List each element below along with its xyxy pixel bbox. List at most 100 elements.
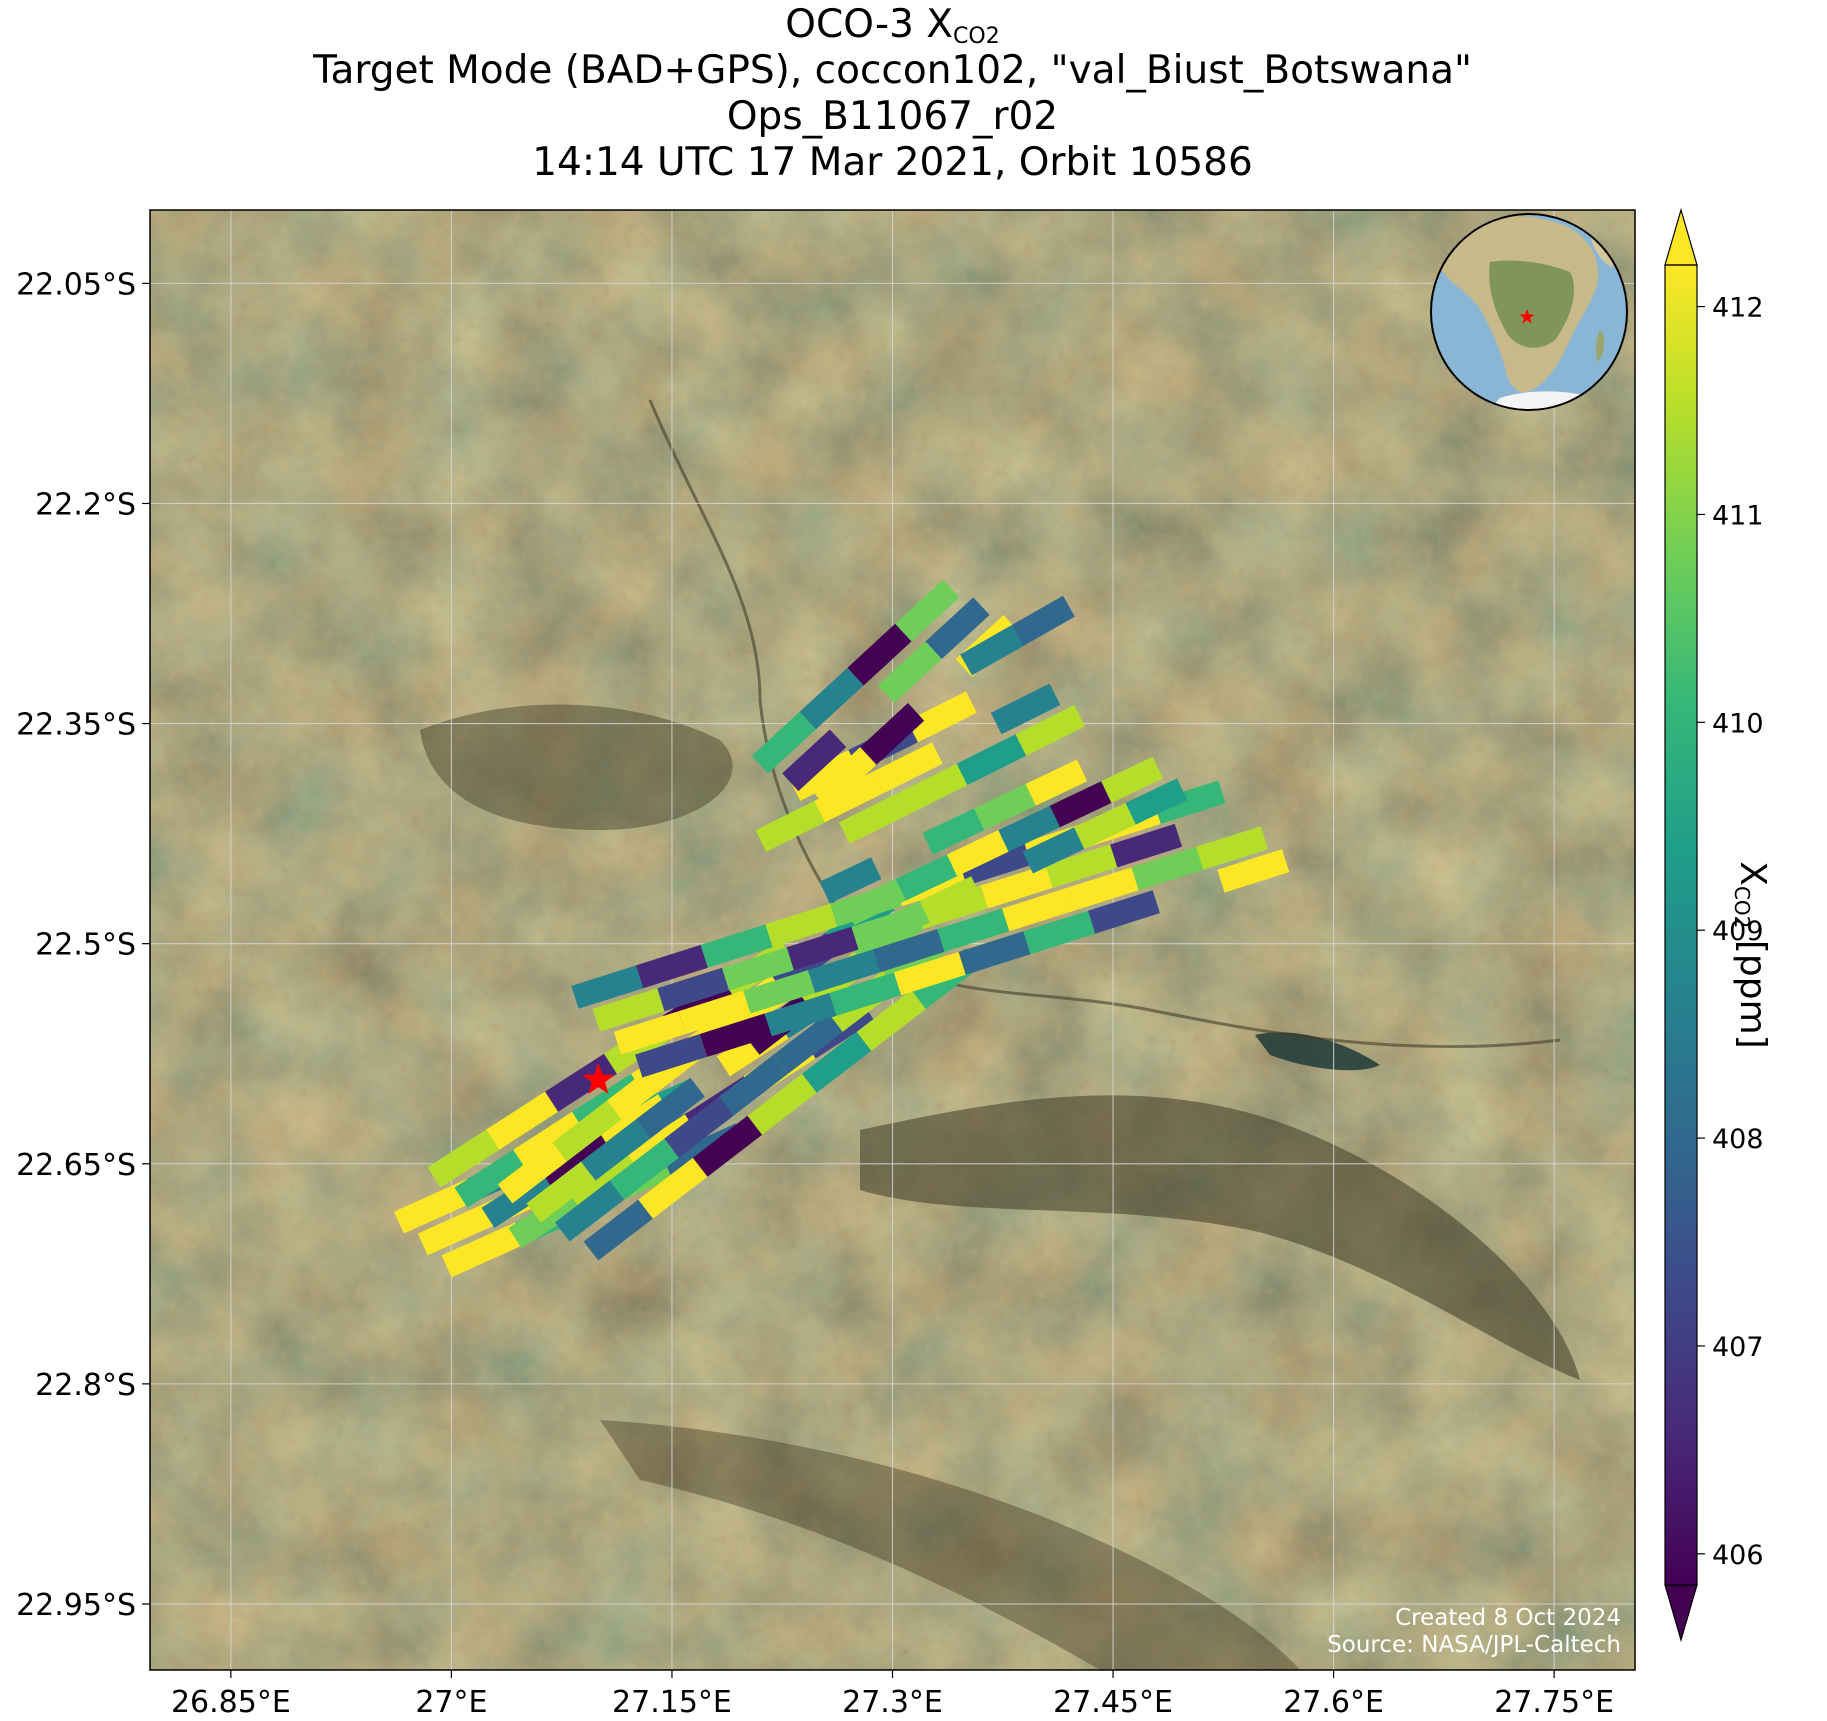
lat-tick-label: 22.65°S (16, 1148, 136, 1183)
sounding-cell (847, 623, 912, 686)
sounding-cell (956, 734, 1027, 786)
sounding-cell (441, 1222, 525, 1278)
target-star (582, 1063, 615, 1094)
sounding-cell (755, 800, 825, 852)
sounding-cell (819, 857, 882, 904)
lon-tick-label: 27.45°E (1053, 1685, 1173, 1720)
lon-tick-label: 27.15°E (612, 1685, 732, 1720)
dark-hills (420, 704, 733, 830)
credit-source: Source: NASA/JPL-Caltech (1327, 1632, 1621, 1658)
sounding-cell (1066, 867, 1139, 911)
latitude-axis: 22.05°S 22.2°S 22.35°S 22.5°S 22.65°S 22.8°S 2… (16, 267, 150, 1623)
sounding-cell (636, 944, 708, 989)
sounding-cell (1015, 705, 1085, 756)
globe-outline (1430, 213, 1628, 411)
lat-tick-label: 22.95°S (16, 1588, 136, 1623)
sounding-cell (751, 711, 816, 774)
sounding-cell (998, 805, 1061, 852)
globe-madagascar (1595, 330, 1605, 362)
sounding-cell (567, 1152, 640, 1211)
sounding-cell (497, 1142, 567, 1204)
colorbar-tick-label: 409 (1712, 916, 1764, 947)
sounding-cell (555, 1180, 625, 1242)
sounding-cell (540, 1132, 613, 1191)
sounding-cell (1074, 802, 1136, 849)
sounding-cell (678, 990, 751, 1034)
sounding-cell (583, 1199, 653, 1261)
sounding-cell (773, 1012, 843, 1074)
sounding-cell (1045, 844, 1118, 888)
globe-africa-green (1489, 260, 1575, 348)
map-gridlines (150, 210, 1635, 1670)
sounding-cell (907, 691, 977, 743)
sounding-cell (571, 965, 644, 1009)
sounding-cell (895, 579, 960, 642)
title-line-1: OCO-3 XCO2 (785, 2, 1000, 49)
sounding-cell (1023, 910, 1096, 955)
colorbar-body (1665, 265, 1697, 1585)
sounding-cell (814, 771, 884, 823)
lon-tick-label: 27.3°E (842, 1685, 943, 1720)
ridge-shadow (860, 1095, 1580, 1380)
sounding-cell (1022, 827, 1085, 874)
sounding-cell (1088, 890, 1160, 934)
sounding-cell (613, 1011, 686, 1055)
colorbar-tick-label: 411 (1712, 500, 1764, 531)
sounding-cell (394, 1178, 478, 1234)
sounding-cell (722, 947, 794, 991)
lon-tick-label: 26.85°E (171, 1685, 291, 1720)
sounding-cell (417, 1200, 502, 1256)
globe-inset (1430, 213, 1628, 411)
sounding-cell (958, 931, 1031, 975)
sounding-cell (486, 1091, 559, 1150)
colorbar-tick-label: 408 (1712, 1124, 1764, 1155)
sounding-cell (1025, 759, 1088, 806)
sounding-cell (872, 929, 945, 973)
longitude-axis: 26.85°E 27°E 27.15°E 27.3°E 27.45°E 27.6°E 27.… (171, 1670, 1614, 1720)
sounding-cell (812, 747, 877, 809)
sounding-cell (802, 1031, 872, 1093)
sounding-cell (799, 667, 864, 730)
sounding-cell (692, 1115, 763, 1177)
sounding-cell (638, 1157, 708, 1219)
sounding-cell (1002, 887, 1074, 932)
sounding-cell (664, 1096, 734, 1158)
lat-tick-label: 22.05°S (16, 267, 136, 302)
sounding-cell (843, 879, 906, 926)
sounding-cell (743, 970, 816, 1014)
sounding-cell (959, 842, 1032, 886)
sounding-cell (789, 750, 860, 801)
sounding-cell (893, 951, 966, 996)
lon-tick-label: 27°E (415, 1685, 487, 1720)
sounding-cell (960, 625, 1024, 676)
sounding-cell (868, 900, 930, 947)
sounding-cell (786, 926, 859, 971)
lat-tick-label: 22.5°S (35, 928, 136, 963)
sounding-cell (1196, 826, 1268, 870)
sounding-cell (807, 949, 880, 993)
sounding-cell (782, 729, 847, 792)
ridge-shadow-south (600, 1420, 1300, 1670)
sounding-cell (747, 1073, 817, 1135)
colorbar-tick-label: 406 (1712, 1540, 1764, 1571)
sounding-cell (946, 830, 1009, 877)
sounding-cell (873, 742, 943, 793)
sounding-cell (581, 1119, 651, 1181)
colorbar-tick-label: 407 (1712, 1332, 1764, 1363)
sounding-cell (1011, 595, 1075, 646)
lon-tick-label: 27.75°E (1494, 1685, 1614, 1720)
sounding-cell (877, 641, 942, 703)
sounding-cell (609, 1138, 679, 1200)
reservoir (1255, 1032, 1380, 1071)
sounding-cell (937, 908, 1010, 952)
credit-created: Created 8 Oct 2024 (1395, 1605, 1621, 1631)
title-line-4: 14:14 UTC 17 Mar 2021, Orbit 10586 (532, 140, 1253, 185)
sounding-cell (1125, 778, 1188, 825)
sounding-cell (657, 967, 730, 1012)
title-line-2: Target Mode (BAD+GPS), coccon102, "val_B… (313, 48, 1472, 93)
sounding-cell (718, 1054, 789, 1116)
sounding-cell (1049, 781, 1112, 828)
target-star-icon (582, 1063, 615, 1094)
colorbar-tick-label: 412 (1712, 293, 1764, 324)
